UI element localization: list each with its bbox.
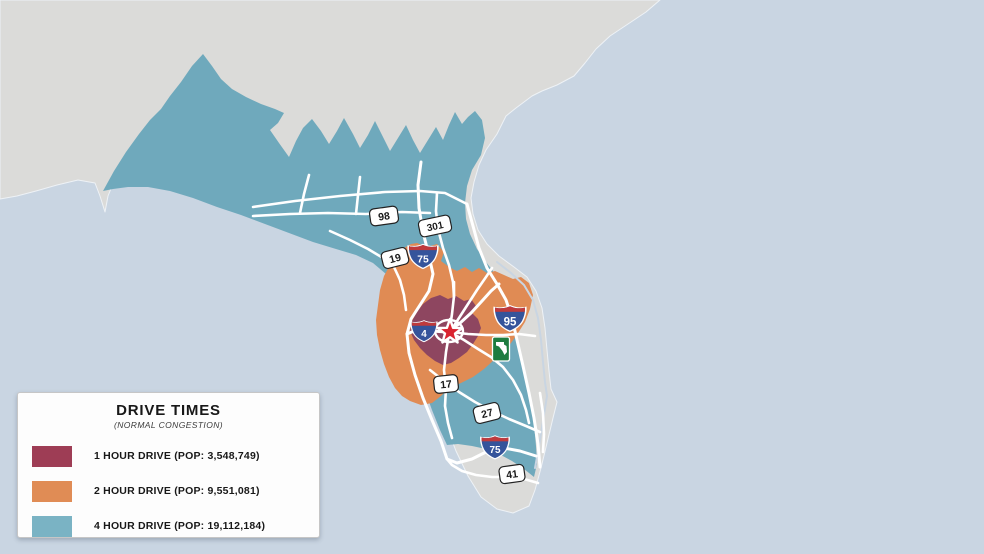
legend-title: DRIVE TIMES [116, 402, 221, 419]
shield-label-i95: 95 [504, 317, 517, 329]
road-turnpike [448, 330, 531, 425]
shield-label-i4: 4 [421, 329, 427, 340]
legend-row-2-hour: 2 HOUR DRIVE (POP: 9,551,081) [18, 474, 319, 509]
legend-row-1-hour: 1 HOUR DRIVE (POP: 3,548,749) [18, 439, 319, 474]
road-i75 [405, 160, 538, 465]
route-shield-i95: 95 [493, 305, 527, 332]
road-branch-b [354, 175, 362, 216]
road-i10 [251, 189, 469, 209]
route-shield-turnpike [491, 336, 511, 362]
shield-label-us98: 98 [378, 210, 391, 224]
legend-subtitle: (NORMAL CONGESTION) [114, 419, 223, 430]
route-shield-i4: 4 [410, 320, 438, 343]
route-shield-us27: 27 [472, 401, 502, 425]
legend-row-4-hour: 4 HOUR DRIVE (POP: 19,112,184) [18, 509, 319, 544]
legend-swatch-4-hour [32, 515, 72, 537]
florida-silhouette-icon [496, 342, 507, 355]
road-coastal [538, 391, 546, 454]
road-network [251, 160, 546, 485]
route-shield-i75-north: 75 [407, 243, 439, 270]
shield-label-i75-south: 75 [489, 445, 501, 456]
route-shield-us301: 301 [417, 214, 453, 238]
road-us98 [251, 210, 432, 218]
road-east-west [448, 330, 537, 338]
route-shield-i75-south: 75 [480, 435, 510, 460]
route-shield-us41: 41 [498, 463, 526, 485]
route-shield-us19: 19 [380, 246, 410, 270]
origin-star-icon [436, 317, 464, 344]
legend-rows: 1 HOUR DRIVE (POP: 3,548,749) 2 HOUR DRI… [18, 439, 319, 544]
shield-label-us19: 19 [388, 252, 402, 267]
shield-label-us41: 41 [506, 468, 519, 482]
legend-label-2-hour: 2 HOUR DRIVE (POP: 9,551,081) [94, 485, 260, 498]
shield-label-us17: 17 [440, 378, 453, 391]
road-branch-a [298, 173, 311, 215]
shield-label-i75-north: 75 [417, 255, 429, 266]
legend-swatch-1-hour [32, 445, 72, 467]
route-shield-us17: 17 [433, 374, 459, 394]
road-northeast-radial [448, 266, 494, 334]
legend-card: DRIVE TIMES (NORMAL CONGESTION) 1 HOUR D… [17, 392, 320, 538]
shield-label-us301: 301 [426, 220, 445, 234]
route-shield-us98: 98 [368, 205, 400, 227]
legend-swatch-2-hour [32, 480, 72, 502]
shield-label-us27: 27 [480, 407, 494, 422]
legend-label-4-hour: 4 HOUR DRIVE (POP: 19,112,184) [94, 520, 266, 533]
legend-label-1-hour: 1 HOUR DRIVE (POP: 3,548,749) [94, 450, 260, 463]
